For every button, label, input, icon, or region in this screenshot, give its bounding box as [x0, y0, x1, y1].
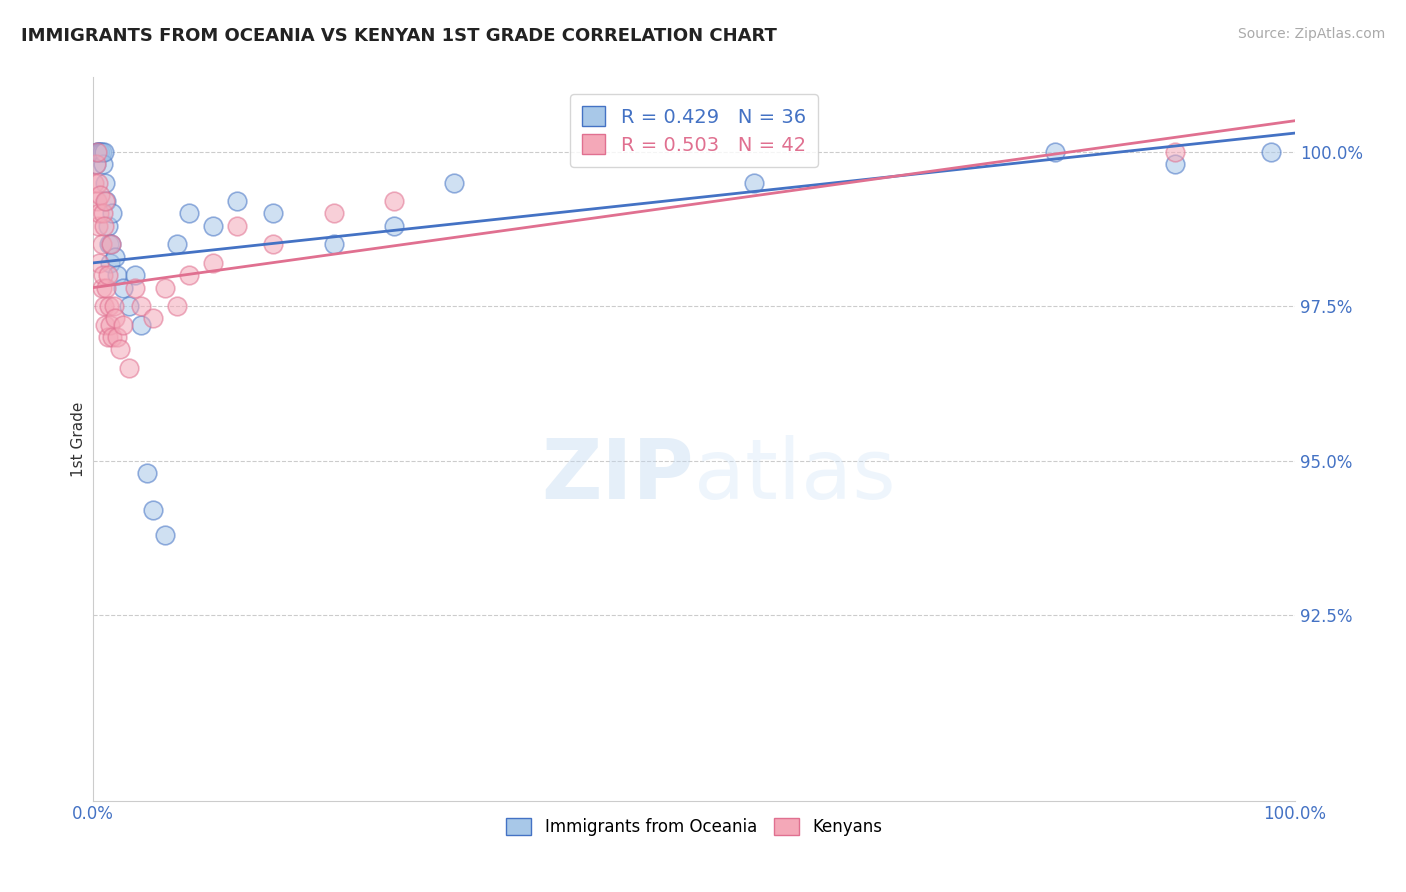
Point — [112, 318, 135, 332]
Point — [155, 528, 177, 542]
Point — [97, 330, 120, 344]
Point — [98, 256, 121, 270]
Point — [94, 176, 117, 190]
Point — [155, 280, 177, 294]
Point — [322, 206, 344, 220]
Point — [136, 466, 159, 480]
Point — [105, 330, 128, 344]
Point — [322, 237, 344, 252]
Point — [90, 280, 112, 294]
Text: IMMIGRANTS FROM OCEANIA VS KENYAN 1ST GRADE CORRELATION CHART: IMMIGRANTS FROM OCEANIA VS KENYAN 1ST GR… — [21, 27, 778, 45]
Point — [382, 194, 405, 208]
Point — [382, 219, 405, 233]
Point — [1260, 145, 1282, 159]
Point — [443, 176, 465, 190]
Point — [91, 206, 114, 220]
Point — [84, 157, 107, 171]
Point — [96, 280, 118, 294]
Point — [226, 219, 249, 233]
Point — [118, 360, 141, 375]
Y-axis label: 1st Grade: 1st Grade — [72, 401, 86, 476]
Point — [91, 268, 114, 283]
Point — [89, 206, 111, 220]
Point — [1164, 157, 1187, 171]
Point — [91, 157, 114, 171]
Point — [118, 299, 141, 313]
Point — [93, 219, 115, 233]
Point — [202, 256, 225, 270]
Point — [101, 206, 124, 220]
Point — [108, 343, 131, 357]
Point — [129, 318, 152, 332]
Point — [97, 299, 120, 313]
Point — [90, 145, 112, 159]
Point — [262, 206, 284, 220]
Point — [103, 299, 125, 313]
Point — [83, 176, 105, 190]
Point — [87, 219, 110, 233]
Point — [86, 145, 108, 159]
Point — [202, 219, 225, 233]
Point — [93, 299, 115, 313]
Point — [98, 318, 121, 332]
Point — [124, 268, 146, 283]
Point — [89, 145, 111, 159]
Point — [93, 145, 115, 159]
Point — [97, 237, 120, 252]
Point — [1164, 145, 1187, 159]
Point — [86, 194, 108, 208]
Point — [166, 299, 188, 313]
Point — [97, 219, 120, 233]
Point — [87, 176, 110, 190]
Point — [104, 250, 127, 264]
Point — [179, 268, 201, 283]
Point — [166, 237, 188, 252]
Point — [84, 157, 107, 171]
Point — [104, 311, 127, 326]
Point — [129, 299, 152, 313]
Point — [96, 194, 118, 208]
Point — [226, 194, 249, 208]
Point — [100, 237, 122, 252]
Text: Source: ZipAtlas.com: Source: ZipAtlas.com — [1237, 27, 1385, 41]
Point — [89, 256, 111, 270]
Point — [89, 187, 111, 202]
Point — [87, 145, 110, 159]
Point — [100, 237, 122, 252]
Point — [90, 237, 112, 252]
Point — [86, 145, 108, 159]
Point — [1043, 145, 1066, 159]
Point — [262, 237, 284, 252]
Point — [142, 503, 165, 517]
Point — [97, 268, 120, 283]
Text: ZIP: ZIP — [541, 434, 695, 516]
Point — [742, 176, 765, 190]
Point — [94, 318, 117, 332]
Point — [112, 280, 135, 294]
Point — [89, 145, 111, 159]
Point — [105, 268, 128, 283]
Point — [124, 280, 146, 294]
Text: atlas: atlas — [695, 434, 896, 516]
Point — [179, 206, 201, 220]
Point — [94, 194, 117, 208]
Legend: R = 0.429   N = 36, R = 0.503   N = 42: R = 0.429 N = 36, R = 0.503 N = 42 — [571, 95, 818, 167]
Point — [142, 311, 165, 326]
Point — [101, 330, 124, 344]
